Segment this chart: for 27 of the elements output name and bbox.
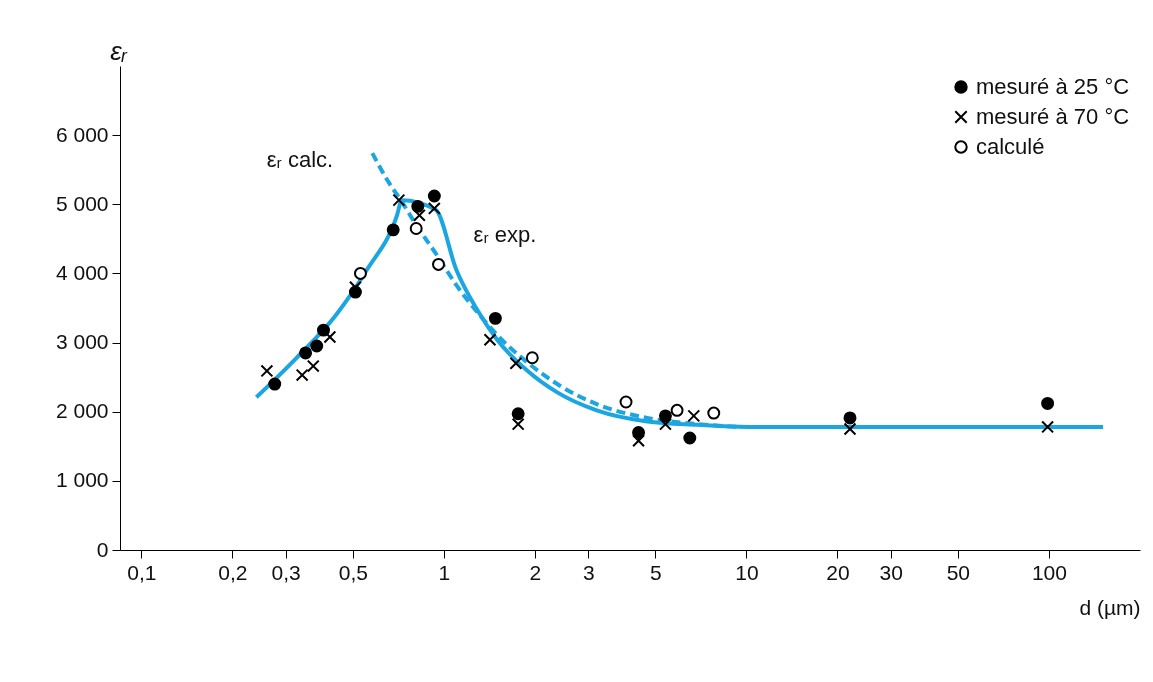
y-tick-label: 6 000	[55, 122, 109, 146]
y-tick-label: 4 000	[55, 260, 109, 284]
x-tick-label: 2	[529, 560, 542, 584]
y-tick-label: 0	[96, 537, 109, 561]
annotation: εᵣ calc.	[266, 147, 334, 172]
y-tick-label: 1 000	[55, 468, 109, 492]
annotation: εᵣ exp.	[473, 222, 537, 247]
y-axis-title: εᵣ	[110, 35, 128, 66]
x-axis-title: d (µm)	[1079, 595, 1141, 619]
y-tick-label: 2 000	[55, 399, 109, 423]
legend-label: mesuré à 25 °C	[976, 74, 1130, 99]
x-tick-label: 3	[582, 560, 595, 584]
x-tick-label: 0,1	[127, 560, 157, 584]
x-tick-label: 100	[1031, 560, 1067, 584]
y-tick-label: 3 000	[55, 330, 109, 354]
x-tick-label: 50	[946, 560, 971, 584]
y-tick-label: 5 000	[55, 191, 109, 215]
x-tick-label: 30	[879, 560, 903, 584]
x-tick-label: 20	[826, 560, 850, 584]
x-tick-label: 5	[649, 560, 662, 584]
x-tick-label: 0,2	[218, 560, 248, 584]
legend-label: calculé	[976, 134, 1045, 159]
x-tick-label: 1	[438, 560, 451, 584]
x-tick-label: 0,3	[271, 560, 301, 584]
x-tick-label: 10	[735, 560, 759, 584]
legend-label: mesuré à 70 °C	[976, 104, 1130, 129]
x-tick-label: 0,5	[338, 560, 368, 584]
